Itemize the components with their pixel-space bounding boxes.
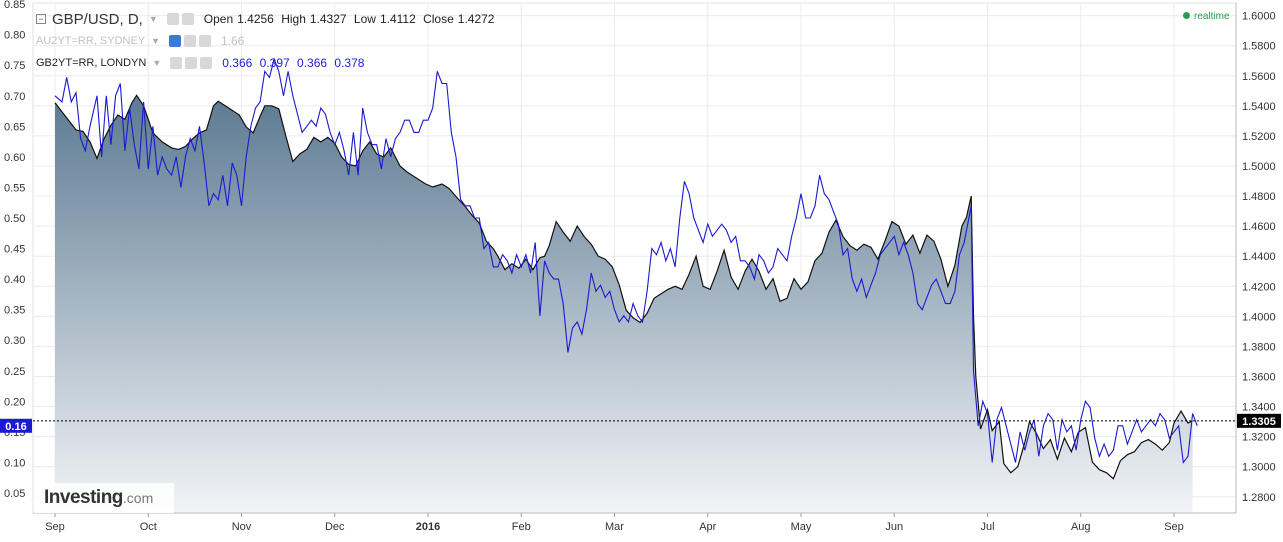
right-tick-label: 1.4000 [1242, 311, 1276, 323]
ohlc-values: Open 1.4256 High 1.4327 Low 1.4112 Close 1.4… [204, 12, 499, 26]
left-tick-label: 0.05 [4, 488, 25, 500]
x-tick-label: May [791, 521, 812, 533]
chevron-down-icon[interactable]: ▼ [152, 58, 162, 68]
left-tick-label: 0.55 [4, 182, 25, 194]
left-tick-label: 0.10 [4, 457, 25, 469]
close-label: Close [423, 12, 454, 26]
x-tick-label: Feb [512, 521, 531, 533]
right-tick-label: 1.5000 [1242, 161, 1276, 173]
chart-legend: − GBP/USD, D, ▼ Open 1.4256 High 1.4327 Lo… [36, 8, 498, 74]
left-tick-label: 0.60 [4, 152, 25, 164]
legend-overlay2-row[interactable]: GB2YT=RR, LONDYN ▼ 0.366 0.397 0.366 0.3… [36, 52, 498, 74]
left-tick-label: 0.40 [4, 274, 25, 286]
collapse-icon[interactable]: − [36, 14, 46, 24]
overlay2-low: 0.366 [297, 56, 328, 70]
left-tick-label: 0.25 [4, 366, 25, 378]
right-tick-label: 1.4800 [1242, 191, 1276, 203]
overlay1-symbol-label[interactable]: AU2YT=RR, SYDNEY [36, 35, 146, 47]
left-tick-label: 0.80 [4, 30, 25, 42]
investing-logo: Investing .com [34, 483, 174, 513]
right-tick-label: 1.5200 [1242, 131, 1276, 143]
x-tick-label: Aug [1071, 521, 1091, 533]
current-price-tag [1237, 413, 1281, 428]
overlay2-high: 0.397 [259, 56, 290, 70]
visibility-icon[interactable] [166, 13, 179, 25]
gbpusd-line[interactable] [54, 94, 1193, 480]
overlay2-symbol-label[interactable]: GB2YT=RR, LONDYN [36, 57, 147, 69]
x-tick-label: Jun [885, 521, 903, 533]
open-value: 1.4256 [237, 12, 274, 26]
left-tick-label: 0.75 [4, 60, 25, 72]
realtime-indicator: realtime [1183, 11, 1230, 22]
right-tick-label: 1.6000 [1242, 11, 1276, 23]
gbpusd-area [55, 95, 1193, 514]
left-tick-label: 0.65 [4, 121, 25, 133]
right-tick-label: 1.3200 [1242, 432, 1276, 444]
right-tick-label: 1.3600 [1242, 371, 1276, 383]
right-tick-label: 1.5800 [1242, 41, 1276, 53]
logo-domain: .com [122, 490, 154, 506]
left-value-tag-label: 0.16 [5, 421, 26, 433]
right-tick-label: 1.3800 [1242, 341, 1276, 353]
overlay2-values: 0.366 0.397 0.366 0.378 [222, 56, 368, 70]
high-label: High [281, 12, 306, 26]
settings-icon[interactable] [185, 57, 198, 69]
x-tick-label: Oct [140, 521, 157, 533]
right-tick-label: 1.5400 [1242, 101, 1276, 113]
x-tick-label: Apr [699, 521, 716, 533]
overlay2-close: 0.378 [334, 56, 365, 70]
x-tick-label: Dec [325, 521, 345, 533]
settings-icon[interactable] [184, 35, 197, 47]
right-tick-label: 1.2800 [1242, 492, 1276, 504]
status-dot-icon [1183, 12, 1190, 19]
x-tick-label: Sep [45, 521, 65, 533]
logo-brand: Investing [44, 487, 123, 508]
right-tick-label: 1.4200 [1242, 281, 1276, 293]
left-value-tag [0, 418, 32, 433]
left-tick-label: 0.20 [4, 396, 25, 408]
legend-main-row[interactable]: − GBP/USD, D, ▼ Open 1.4256 High 1.4327 Lo… [36, 8, 498, 30]
settings-icon[interactable] [181, 13, 194, 25]
close-icon[interactable] [199, 35, 212, 47]
realtime-label: realtime [1194, 11, 1230, 22]
right-tick-label: 1.5600 [1242, 71, 1276, 83]
x-tick-label: Sep [1164, 521, 1184, 533]
overlay1-value: 1.66 [221, 34, 245, 48]
x-tick-label: Mar [605, 521, 624, 533]
left-tick-label: 0.45 [4, 244, 25, 256]
visibility-icon[interactable] [170, 57, 183, 69]
left-tick-label: 0.70 [4, 91, 25, 103]
close-icon[interactable] [200, 57, 213, 69]
main-symbol-label[interactable]: GBP/USD, D, [52, 10, 143, 28]
x-tick-label: Nov [232, 521, 252, 533]
left-tick-label: 0.85 [4, 0, 25, 11]
current-price-tag-label: 1.3305 [1242, 416, 1276, 428]
overlay2-open: 0.366 [222, 56, 253, 70]
left-tick-label: 0.30 [4, 335, 25, 347]
chevron-down-icon[interactable]: ▼ [151, 36, 161, 46]
right-tick-label: 1.4400 [1242, 251, 1276, 263]
x-tick-label: Jul [980, 521, 994, 533]
chevron-down-icon[interactable]: ▼ [148, 14, 158, 24]
open-label: Open [203, 12, 234, 26]
right-tick-label: 1.4600 [1242, 221, 1276, 233]
gb2yt-line[interactable] [54, 57, 1198, 464]
series-layer [54, 57, 1198, 514]
left-tick-label: 0.35 [4, 305, 25, 317]
close-value: 1.4272 [457, 12, 495, 26]
visibility-icon[interactable] [169, 35, 182, 47]
legend-overlay1-row[interactable]: AU2YT=RR, SYDNEY ▼ 1.66 [36, 30, 498, 52]
high-value: 1.4327 [309, 12, 347, 26]
x-tick-label: 2016 [416, 521, 440, 533]
right-tick-label: 1.3000 [1242, 462, 1276, 474]
low-label: Low [353, 12, 376, 26]
left-tick-label: 0.50 [4, 213, 25, 225]
low-value: 1.4112 [379, 12, 416, 26]
right-tick-label: 1.3400 [1242, 402, 1276, 414]
